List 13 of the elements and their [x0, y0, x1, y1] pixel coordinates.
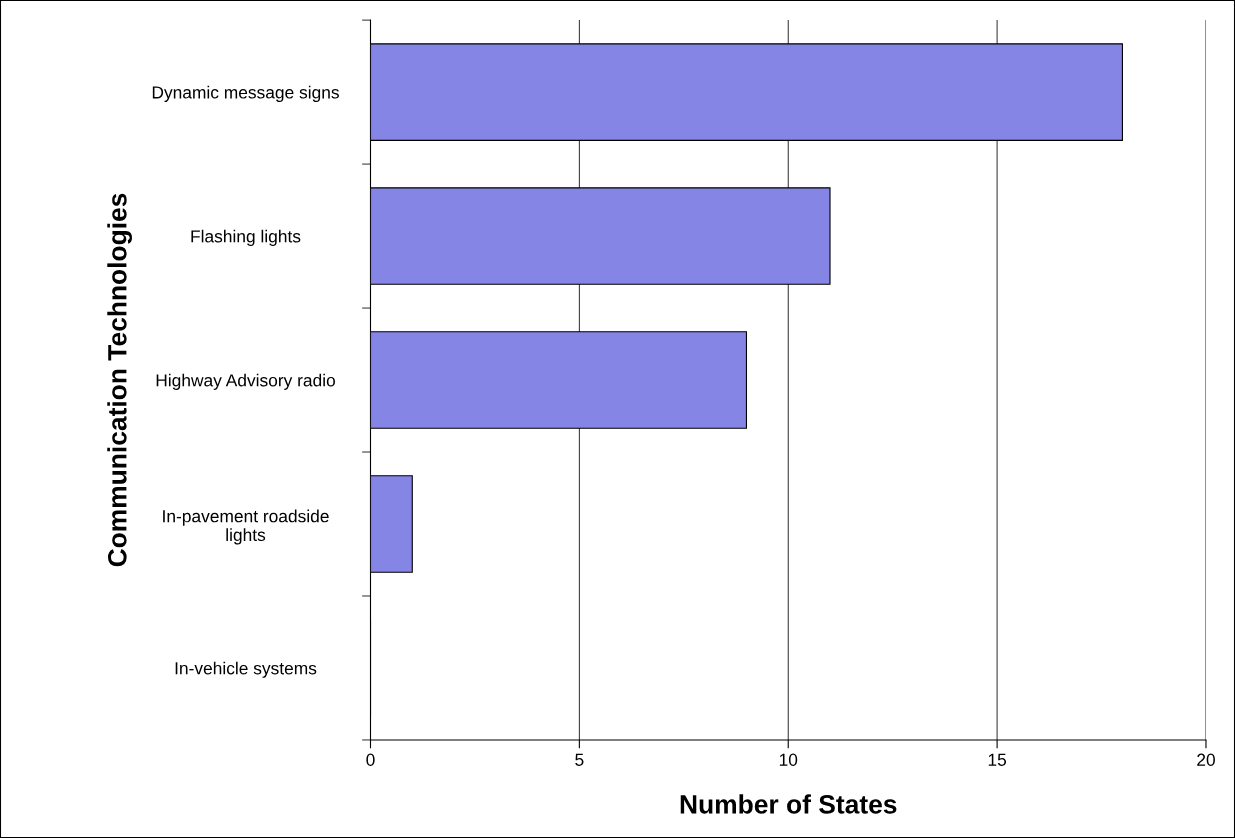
x-tick-label: 5	[575, 753, 584, 766]
y-tick-label: Flashing lights	[191, 229, 301, 246]
x-tick-label: 10	[779, 753, 798, 766]
bar	[370, 475, 413, 573]
y-tick-label: In-vehicle systems	[175, 661, 317, 678]
y-tick-label: Highway Advisory radio	[156, 373, 335, 390]
y-axis-title: Communication Technologies	[107, 193, 132, 567]
x-tick-label: 15	[988, 753, 1007, 766]
y-tick-label: In-pavement roadside lights	[163, 509, 329, 545]
x-axis-title: Number of States	[680, 794, 897, 814]
y-tick-label: Dynamic message signs	[152, 85, 339, 102]
x-tick-label: 20	[1197, 753, 1215, 766]
x-tick-label: 0	[366, 753, 375, 766]
